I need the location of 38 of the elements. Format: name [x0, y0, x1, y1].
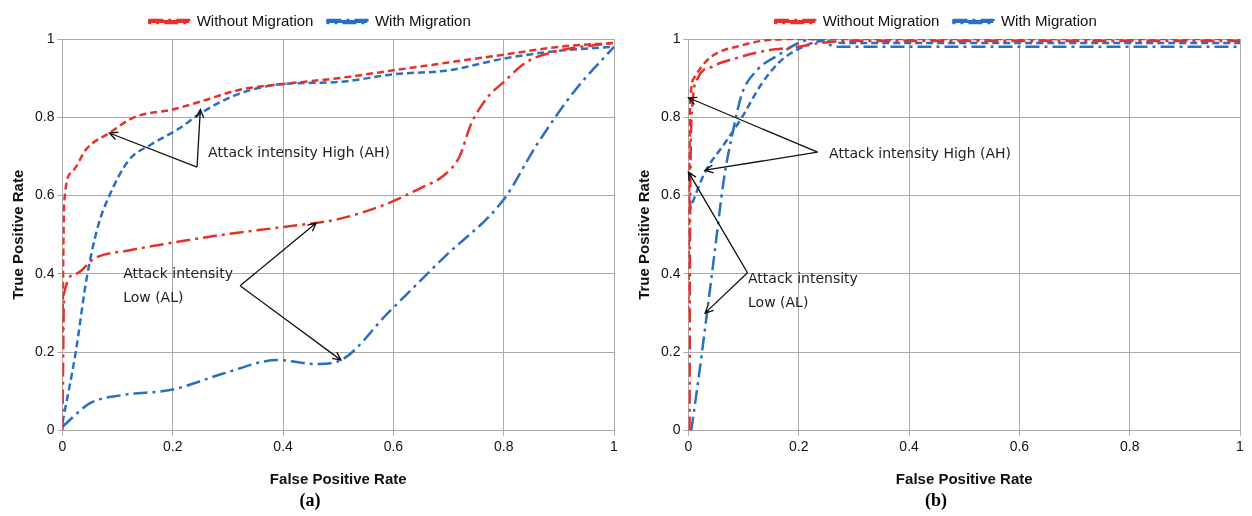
x-tick-label: 1	[1236, 437, 1245, 454]
x-tick-label: 0.8	[1119, 437, 1140, 454]
y-tick-label: 0	[672, 421, 681, 438]
y-tick-label: 0.4	[34, 264, 55, 281]
y-tick-label: 0.6	[660, 186, 681, 203]
x-tick-label: 0.2	[163, 437, 183, 454]
x-tick-label: 0.4	[899, 437, 920, 454]
y-axis-title: True Positive Rate	[635, 169, 653, 300]
annotation: Attack intensity High (AH)	[829, 144, 1012, 161]
legend-label: Without Migration	[196, 11, 314, 29]
x-axis-title: False Positive Rate	[895, 469, 1033, 487]
x-tick-label: 0	[684, 437, 693, 454]
text: (a)	[299, 489, 321, 511]
y-tick-label: 0	[46, 421, 55, 438]
annotation: Attack intensity Low (AL)	[123, 264, 233, 305]
y-tick-label: 1	[46, 29, 55, 46]
y-tick-label: 0.8	[660, 108, 681, 125]
x-tick-label: 0.6	[383, 437, 404, 454]
text: (b)	[925, 489, 947, 511]
y-tick-label: 0.8	[34, 108, 55, 125]
x-tick-label: 0	[58, 437, 67, 454]
y-tick-label: 1	[672, 29, 681, 46]
x-tick-label: 1	[610, 437, 619, 454]
legend-label: Without Migration	[822, 11, 940, 29]
x-axis-title: False Positive Rate	[269, 469, 407, 487]
y-tick-label: 0.4	[660, 264, 681, 281]
y-tick-label: 0.2	[34, 343, 55, 360]
y-axis-title: True Positive Rate	[9, 169, 27, 300]
x-tick-label: 0.8	[493, 437, 514, 454]
legend-label: With Migration	[374, 11, 471, 29]
legend-label: With Migration	[1000, 11, 1097, 29]
x-tick-label: 0.2	[789, 437, 809, 454]
x-tick-label: 0.6	[1009, 437, 1030, 454]
annotation: Attack intensity Low (AL)	[748, 270, 858, 311]
x-tick-label: 0.4	[273, 437, 294, 454]
annotation: Attack intensity High (AH)	[208, 144, 391, 161]
y-tick-label: 0.6	[34, 186, 55, 203]
y-tick-label: 0.2	[660, 343, 681, 360]
